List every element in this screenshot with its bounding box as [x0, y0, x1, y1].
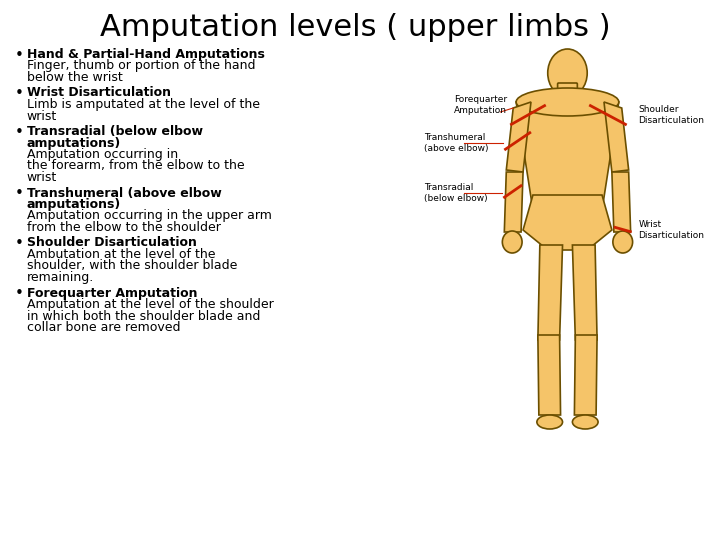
Text: Shoulder Disarticulation: Shoulder Disarticulation	[27, 237, 197, 249]
Text: •: •	[15, 186, 24, 201]
Ellipse shape	[516, 88, 618, 116]
Text: remaining.: remaining.	[27, 271, 94, 284]
Text: the forearm, from the elbow to the: the forearm, from the elbow to the	[27, 159, 244, 172]
FancyBboxPatch shape	[557, 83, 577, 103]
Text: wrist: wrist	[27, 110, 57, 123]
Text: Wrist Disarticulation: Wrist Disarticulation	[27, 86, 171, 99]
Text: wrist: wrist	[27, 171, 57, 184]
Text: Hand & Partial-Hand Amputations: Hand & Partial-Hand Amputations	[27, 48, 264, 61]
Text: Ambutation at the level of the: Ambutation at the level of the	[27, 248, 215, 261]
Text: amputations): amputations)	[27, 137, 121, 150]
Text: Transradial
(below elbow): Transradial (below elbow)	[424, 183, 488, 202]
Text: Amputation levels ( upper limbs ): Amputation levels ( upper limbs )	[100, 13, 611, 42]
Polygon shape	[538, 245, 562, 340]
Polygon shape	[612, 172, 631, 232]
Ellipse shape	[548, 49, 588, 97]
Ellipse shape	[537, 415, 562, 429]
Text: Forequarter
Amputation: Forequarter Amputation	[454, 95, 507, 114]
Text: •: •	[15, 125, 24, 140]
Text: •: •	[15, 237, 24, 252]
Polygon shape	[572, 245, 597, 340]
Text: collar bone are removed: collar bone are removed	[27, 321, 180, 334]
Text: Amputation occurring in: Amputation occurring in	[27, 148, 178, 161]
Polygon shape	[516, 102, 618, 210]
Polygon shape	[523, 195, 612, 250]
Text: •: •	[15, 48, 24, 63]
Text: below the wrist: below the wrist	[27, 71, 122, 84]
Ellipse shape	[613, 231, 633, 253]
Text: Limb is amputated at the level of the: Limb is amputated at the level of the	[27, 98, 260, 111]
Polygon shape	[575, 335, 597, 415]
Text: •: •	[15, 86, 24, 102]
Ellipse shape	[503, 231, 522, 253]
Text: from the elbow to the shoulder: from the elbow to the shoulder	[27, 221, 220, 234]
Polygon shape	[504, 172, 523, 232]
Ellipse shape	[572, 415, 598, 429]
Text: Forequarter Amputation: Forequarter Amputation	[27, 287, 197, 300]
Text: Shoulder
Disarticulation: Shoulder Disarticulation	[639, 105, 705, 125]
Polygon shape	[604, 102, 629, 172]
Polygon shape	[538, 335, 561, 415]
Text: Amputation at the level of the shoulder: Amputation at the level of the shoulder	[27, 298, 274, 311]
Text: Transhumeral
(above elbow): Transhumeral (above elbow)	[424, 133, 489, 153]
Text: shoulder, with the shoulder blade: shoulder, with the shoulder blade	[27, 260, 237, 273]
Text: Transradial (below elbow: Transradial (below elbow	[27, 125, 202, 138]
Text: •: •	[15, 287, 24, 301]
Text: Wrist
Disarticulation: Wrist Disarticulation	[639, 220, 705, 240]
Text: amputations): amputations)	[27, 198, 121, 211]
Text: in which both the shoulder blade and: in which both the shoulder blade and	[27, 309, 260, 322]
Text: Transhumeral (above elbow: Transhumeral (above elbow	[27, 186, 221, 199]
Text: Amputation occurring in the upper arm: Amputation occurring in the upper arm	[27, 210, 271, 222]
Polygon shape	[506, 102, 531, 172]
Text: Finger, thumb or portion of the hand: Finger, thumb or portion of the hand	[27, 59, 255, 72]
